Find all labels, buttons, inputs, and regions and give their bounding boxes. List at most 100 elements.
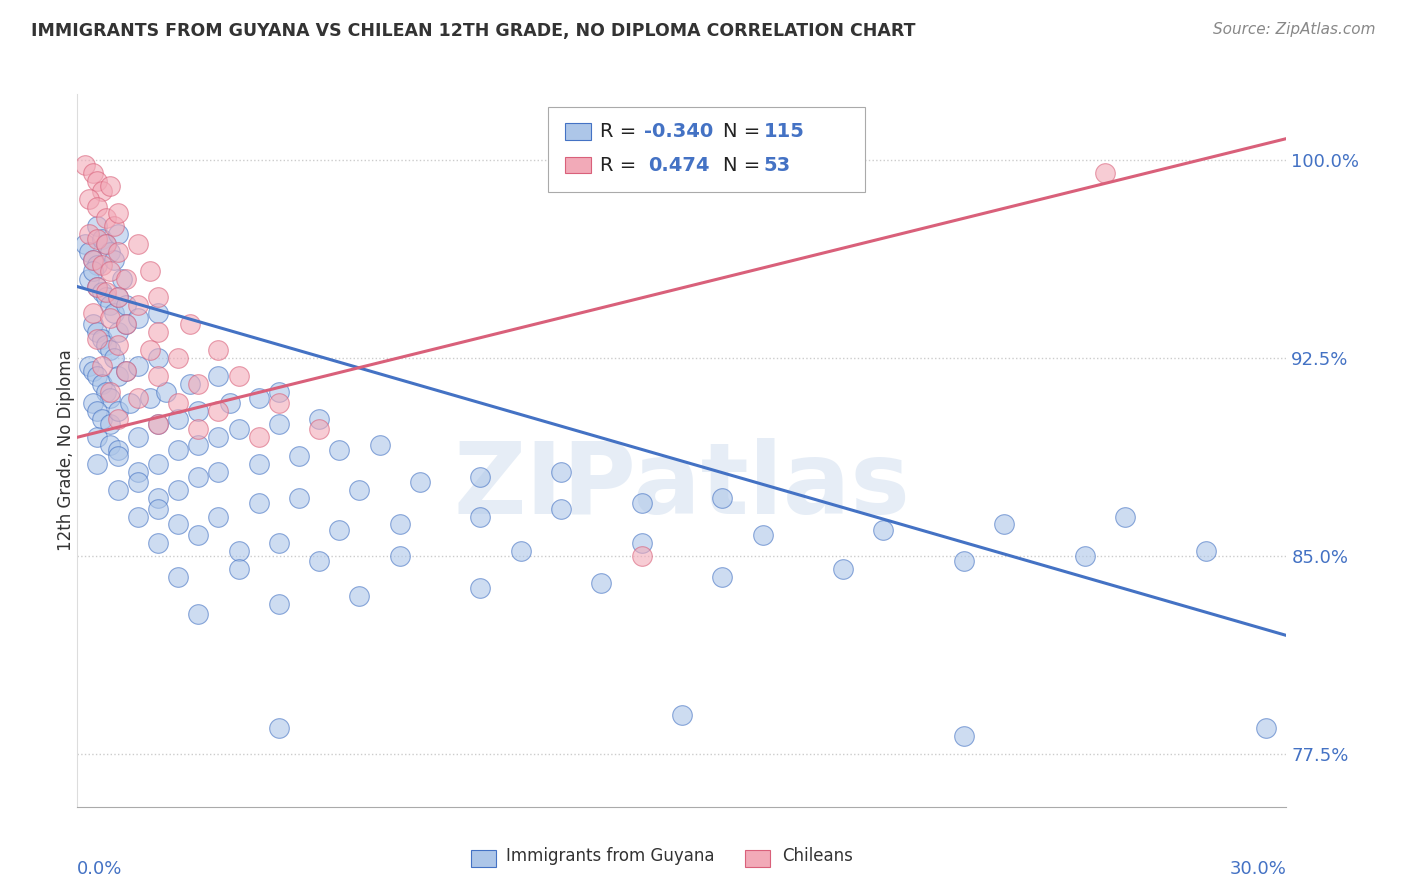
Point bbox=[107, 227, 129, 241]
Text: ZIPatlas: ZIPatlas bbox=[454, 438, 910, 534]
Point bbox=[187, 438, 209, 452]
Point bbox=[98, 417, 121, 431]
Point bbox=[267, 597, 290, 611]
Point bbox=[207, 404, 229, 418]
Point bbox=[114, 364, 136, 378]
Text: N =: N = bbox=[723, 155, 766, 175]
Point bbox=[751, 528, 773, 542]
Point bbox=[90, 232, 112, 246]
Point bbox=[409, 475, 432, 490]
Point bbox=[94, 285, 117, 299]
Point bbox=[247, 430, 270, 444]
Point bbox=[267, 385, 290, 400]
Point bbox=[86, 259, 108, 273]
Point bbox=[98, 343, 121, 357]
Point bbox=[118, 396, 141, 410]
Point bbox=[711, 570, 734, 584]
Point bbox=[1094, 166, 1116, 180]
Point bbox=[127, 298, 149, 312]
Point bbox=[832, 562, 855, 576]
Point bbox=[247, 496, 270, 510]
Point bbox=[267, 536, 290, 550]
Point bbox=[550, 465, 572, 479]
Point bbox=[107, 411, 129, 425]
Point bbox=[139, 264, 162, 278]
Point bbox=[107, 449, 129, 463]
Point bbox=[107, 483, 129, 497]
Text: R =: R = bbox=[600, 155, 643, 175]
Point bbox=[79, 245, 101, 260]
Point bbox=[127, 311, 149, 326]
Point bbox=[328, 523, 350, 537]
Point bbox=[98, 438, 121, 452]
Point bbox=[228, 562, 250, 576]
Point bbox=[1195, 544, 1218, 558]
Point bbox=[591, 575, 613, 590]
Point bbox=[308, 411, 330, 425]
Point bbox=[146, 351, 169, 365]
Point bbox=[107, 369, 129, 384]
Point bbox=[75, 237, 97, 252]
Point bbox=[107, 245, 129, 260]
Point bbox=[267, 417, 290, 431]
Text: Immigrants from Guyana: Immigrants from Guyana bbox=[506, 847, 714, 865]
Point bbox=[187, 404, 209, 418]
Point bbox=[98, 298, 121, 312]
Point bbox=[114, 271, 136, 285]
Point bbox=[219, 396, 242, 410]
Point bbox=[86, 279, 108, 293]
Point bbox=[139, 391, 162, 405]
Point bbox=[86, 325, 108, 339]
Point bbox=[127, 237, 149, 252]
Point bbox=[90, 377, 112, 392]
Point bbox=[953, 554, 976, 568]
Point bbox=[146, 491, 169, 505]
Text: N =: N = bbox=[723, 121, 766, 141]
Point bbox=[94, 237, 117, 252]
Point bbox=[86, 369, 108, 384]
Point bbox=[86, 279, 108, 293]
Point bbox=[267, 721, 290, 735]
Point bbox=[187, 422, 209, 436]
Point bbox=[127, 465, 149, 479]
Point bbox=[107, 443, 129, 458]
Point bbox=[127, 475, 149, 490]
Point bbox=[94, 337, 117, 351]
Point bbox=[127, 391, 149, 405]
Point bbox=[94, 385, 117, 400]
Point bbox=[146, 417, 169, 431]
Point bbox=[86, 219, 108, 233]
Text: -0.340: -0.340 bbox=[644, 121, 713, 141]
Point bbox=[155, 385, 177, 400]
Point bbox=[107, 205, 129, 219]
Point bbox=[139, 343, 162, 357]
Point bbox=[228, 422, 250, 436]
Point bbox=[187, 607, 209, 622]
Point bbox=[98, 179, 121, 194]
Point bbox=[953, 729, 976, 743]
Point bbox=[146, 290, 169, 304]
Point bbox=[103, 306, 125, 320]
Point bbox=[103, 253, 125, 268]
Point bbox=[630, 536, 652, 550]
Point bbox=[187, 377, 209, 392]
Point bbox=[86, 232, 108, 246]
Point bbox=[167, 396, 190, 410]
Point bbox=[1256, 721, 1278, 735]
Point bbox=[79, 227, 101, 241]
Point bbox=[94, 237, 117, 252]
Point bbox=[111, 271, 134, 285]
Point bbox=[90, 411, 112, 425]
Point bbox=[79, 193, 101, 207]
Point bbox=[187, 528, 209, 542]
Point bbox=[247, 391, 270, 405]
Point bbox=[82, 253, 104, 268]
Point bbox=[98, 264, 121, 278]
Point bbox=[146, 457, 169, 471]
Point bbox=[94, 290, 117, 304]
Point bbox=[509, 544, 531, 558]
Point bbox=[82, 264, 104, 278]
Point bbox=[94, 211, 117, 225]
Point bbox=[1074, 549, 1097, 564]
Point bbox=[98, 391, 121, 405]
